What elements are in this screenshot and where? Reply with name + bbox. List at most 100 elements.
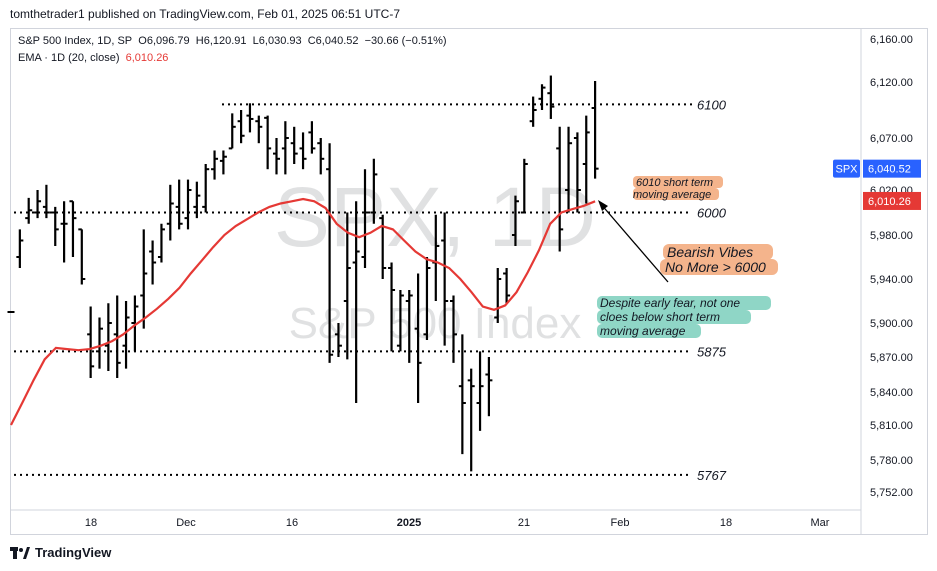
footer-brand[interactable]: TradingView [10, 545, 111, 560]
ohlc-bar [157, 223, 165, 263]
ohlc-bar [25, 197, 33, 224]
y-tick-label: 5,940.00 [870, 274, 913, 286]
ohlc-bar [255, 115, 263, 144]
level-label-6000: 6000 [697, 206, 727, 221]
y-tick-label: 5,752.00 [870, 487, 913, 499]
ohlc-bar [423, 257, 431, 340]
ema-price-badge-text: 6,010.26 [868, 196, 911, 208]
ohlc-bar [273, 138, 280, 175]
ema-line [10, 197, 596, 426]
ohlc-bar [51, 206, 59, 246]
x-tick-label: 18 [85, 517, 97, 529]
ohlc-open: O6,096.79 [138, 35, 190, 47]
ohlc-bar [334, 323, 342, 357]
ema-label: EMA · 1D (20, close) [18, 52, 120, 64]
annotation-bearish-line-2: No More > 6000 [665, 259, 766, 275]
annotation-ema-bg-1 [633, 176, 723, 188]
ohlc-bar [467, 368, 475, 472]
ohlc-bar [299, 132, 307, 170]
y-tick-label: 5,780.00 [870, 455, 913, 467]
ohlc-bar [547, 75, 555, 119]
ema-price-badge [863, 191, 921, 210]
ohlc-bar [388, 262, 396, 352]
ohlc-bar [511, 195, 519, 246]
ohlc-bar [343, 212, 351, 360]
ohlc-bar [34, 190, 42, 219]
annotation-bearish-bg-2 [660, 259, 778, 275]
ohlc-bar [264, 115, 272, 170]
annotation-bearish-line-1: Bearish Vibes [667, 244, 753, 260]
ohlc-bar [565, 126, 573, 213]
ohlc-close: C6,040.52 [307, 35, 359, 47]
ohlc-bar [308, 121, 316, 154]
annotation-bearish-bg-1 [663, 244, 773, 260]
annotation-fear-bg-3 [597, 324, 701, 338]
ema-value: 6,010.26 [125, 52, 169, 64]
ohlc-bar [60, 201, 68, 263]
annotation-ema-bg-2 [633, 188, 719, 200]
ohlc-bar [122, 301, 130, 369]
annotation-arrowhead [598, 200, 608, 211]
ohlc-bar [485, 357, 493, 417]
symbol-legend: S&P 500 Index, 1D, SP O6,096.79 H6,120.9… [18, 35, 447, 47]
ohlc-bar [414, 273, 422, 403]
y-tick-label: 6,160.00 [870, 34, 913, 46]
annotation-ema-line-1: 6010 short term [636, 177, 713, 189]
annotation-fear-line-3: moving average [600, 324, 686, 338]
annotation-fear-bg-1 [597, 296, 771, 310]
x-tick-label: 2025 [397, 517, 421, 529]
y-tick-label: 5,980.00 [870, 230, 913, 242]
ohlc-bar [16, 229, 24, 268]
annotation-fear-bg-2 [597, 310, 751, 324]
ohlc-bar [370, 158, 378, 224]
last-price-badge-text: 6,040.52 [868, 164, 911, 176]
x-tick-label: Dec [176, 517, 196, 529]
ohlc-bar [503, 268, 511, 304]
symbol-badge [833, 159, 860, 178]
ohlc-bar [441, 212, 449, 346]
ohlc-bar [556, 126, 564, 252]
ohlc-bar [405, 290, 413, 363]
ohlc-bar [96, 317, 103, 369]
level-label-5767: 5767 [697, 468, 727, 483]
published-by-text: tomthetrader1 published on TradingView.c… [10, 7, 401, 21]
ohlc-bar [237, 110, 245, 144]
watermark-name: S&P 500 Index [289, 299, 582, 348]
ohlc-low: L6,030.93 [252, 35, 302, 47]
ohlc-bar [78, 228, 86, 285]
level-label-5875: 5875 [697, 344, 727, 359]
y-tick-label: 5,840.00 [870, 387, 913, 399]
level-label-6100: 6100 [697, 97, 727, 112]
x-tick-label: Mar [811, 517, 830, 529]
ohlc-bar [69, 200, 77, 257]
ohlc-bar [202, 164, 210, 213]
x-tick-label: 18 [720, 517, 732, 529]
ohlc-bar [131, 295, 139, 352]
ohlc-bar [476, 351, 484, 431]
ohlc-bar [175, 179, 183, 230]
y-tick-label: 5,870.00 [870, 352, 913, 364]
ohlc-bar [184, 179, 192, 230]
ohlc-high: H6,120.91 [195, 35, 247, 47]
symbol-badge-text: SPX [835, 164, 858, 176]
ohlc-bar [104, 303, 112, 371]
annotation-fear-line-1: Despite early fear, not one [600, 296, 740, 310]
y-tick-label: 6,070.00 [870, 133, 913, 145]
x-tick-label: Feb [611, 517, 630, 529]
annotation-arrow [599, 202, 669, 283]
ohlc-bar [529, 96, 537, 127]
ohlc-bar [149, 240, 157, 285]
ohlc-bar [140, 229, 148, 329]
ohlc-bar [166, 184, 174, 241]
x-tick-label: 21 [518, 517, 530, 529]
ohlc-bar [494, 268, 502, 323]
symbol-title: S&P 500 Index, 1D, SP [18, 35, 133, 47]
footer-brand-text: TradingView [35, 545, 112, 560]
ohlc-bar [193, 181, 201, 219]
chart-frame[interactable] [10, 28, 928, 535]
annotation-ema-line-2: moving average [633, 189, 711, 201]
ohlc-bar [591, 81, 599, 179]
last-price-badge [863, 159, 921, 178]
y-tick-label: 5,810.00 [870, 420, 913, 432]
